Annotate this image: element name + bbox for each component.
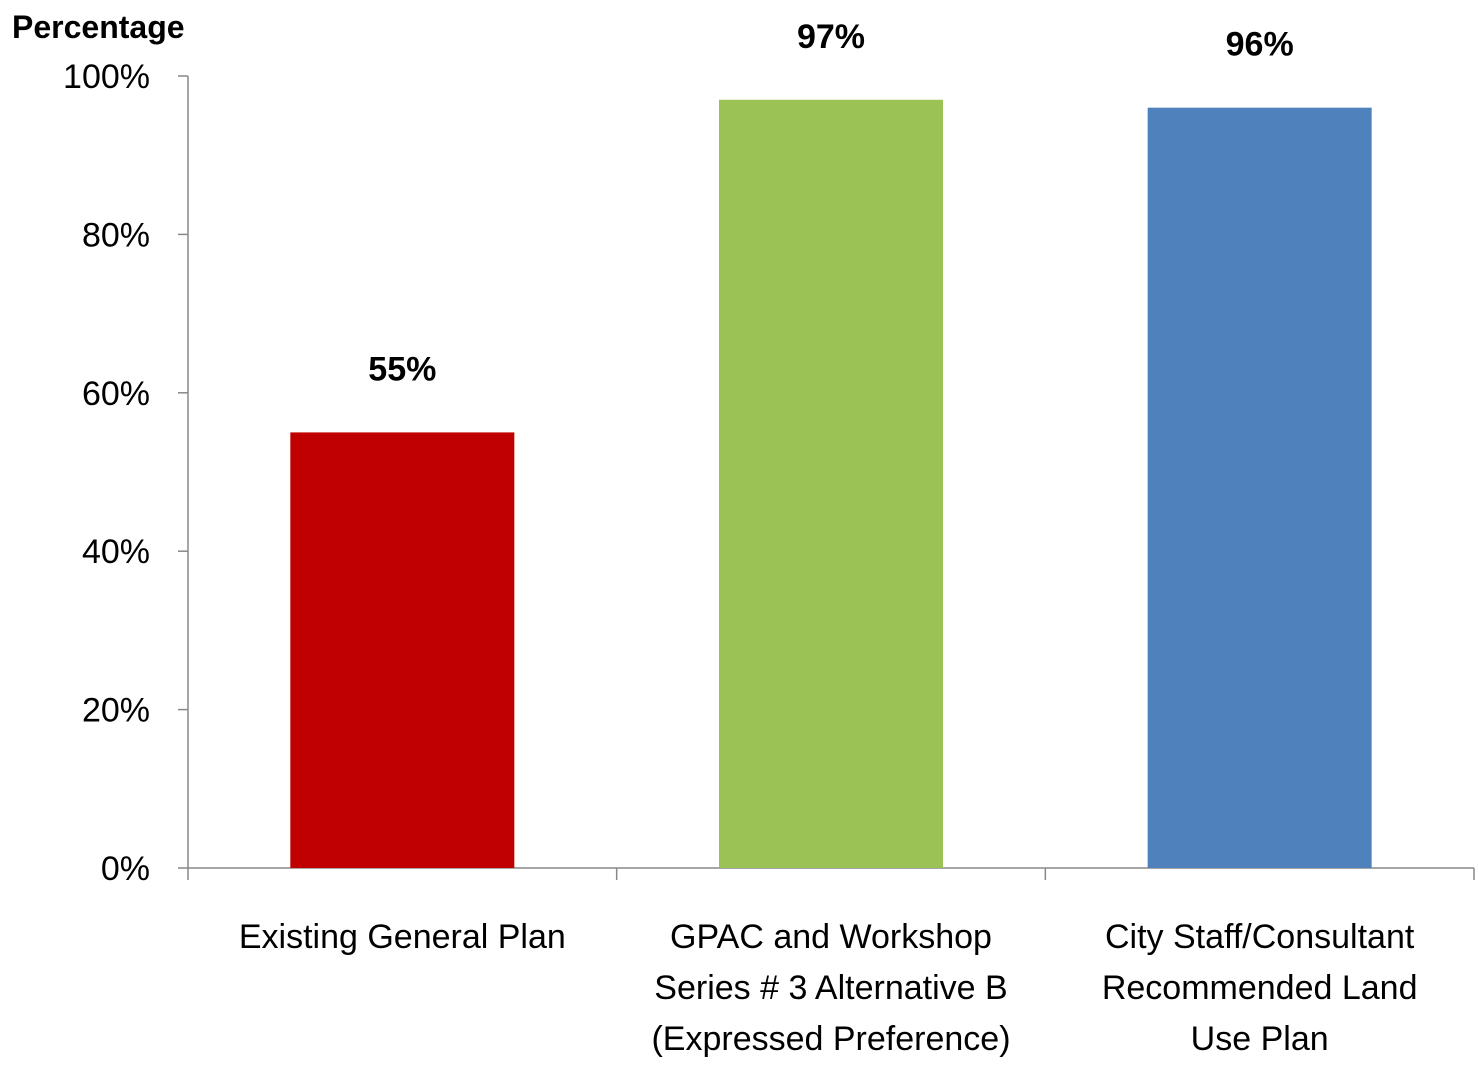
y-tick-label: 80%: [82, 216, 150, 254]
bar: [719, 99, 943, 868]
bar: [1147, 107, 1372, 869]
data-label: 97%: [797, 18, 865, 56]
y-tick-label: 60%: [82, 375, 150, 413]
y-tick-label: 40%: [82, 533, 150, 571]
labels: 55% Existing General Plan 97% GPAC and Work…: [239, 18, 1418, 1058]
bars: [290, 99, 1372, 869]
category-label: City Staff/Consultant Recommended Land Use…: [1102, 918, 1418, 1058]
y-tick-label: 100%: [63, 58, 150, 96]
bar: [290, 432, 515, 868]
category-label: Existing General Plan: [239, 918, 566, 956]
y-axis-title: Percentage: [12, 9, 185, 45]
y-tick-label: 0%: [101, 850, 150, 888]
axes: 0% 20% 40% 60% 80% 100%: [63, 58, 1475, 888]
data-label: 96%: [1226, 26, 1294, 64]
y-tick-label: 20%: [82, 692, 150, 730]
category-label: GPAC and Workshop Series # 3 Alternative …: [651, 918, 1010, 1058]
data-label: 55%: [368, 350, 436, 388]
